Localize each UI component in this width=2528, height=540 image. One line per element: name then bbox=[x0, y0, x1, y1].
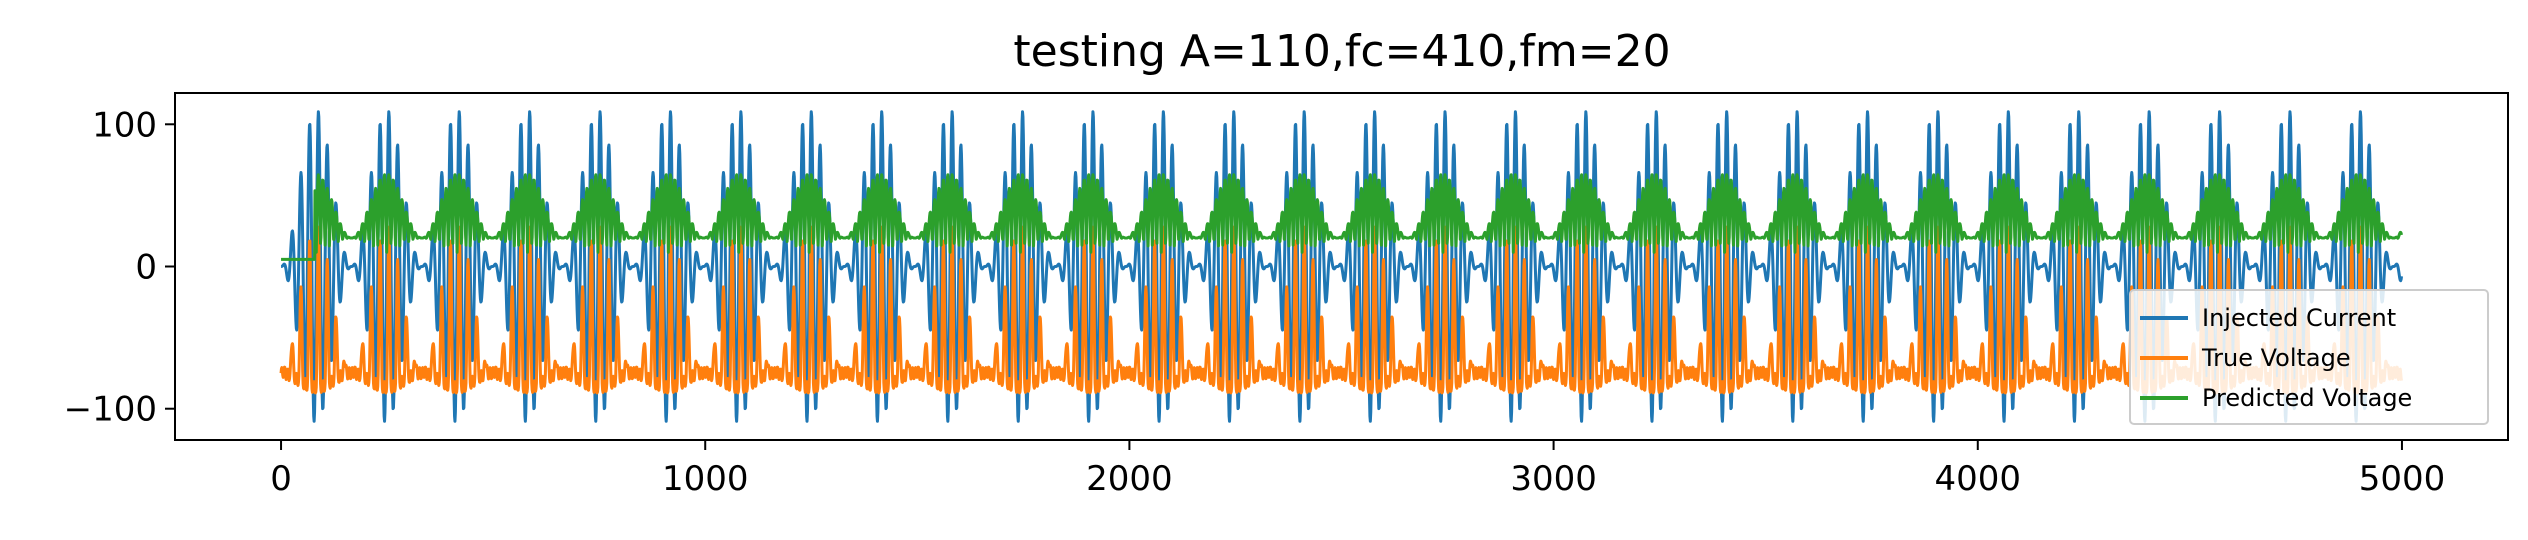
legend-label: Predicted Voltage bbox=[2202, 384, 2412, 412]
chart-title: testing A=110,fc=410,fm=20 bbox=[1013, 26, 1670, 77]
series-line-injected-current bbox=[279, 110, 2404, 423]
legend-label: True Voltage bbox=[2201, 344, 2351, 372]
x-tick-label: 4000 bbox=[1935, 459, 2022, 499]
x-tick-label: 0 bbox=[270, 459, 292, 499]
legend-box bbox=[2129, 289, 2489, 425]
x-tick-label: 2000 bbox=[1086, 459, 1173, 499]
x-tick-label: 3000 bbox=[1510, 459, 1597, 499]
y-tick-label: 0 bbox=[135, 248, 157, 288]
legend: Injected Current True Voltage Predicted Vo… bbox=[2129, 289, 2489, 425]
series-line-true-voltage bbox=[279, 225, 2404, 395]
x-tick-label: 1000 bbox=[662, 459, 749, 499]
y-tick-label: −100 bbox=[64, 390, 157, 430]
y-tick-label: 100 bbox=[92, 105, 157, 145]
series-line-predicted-voltage bbox=[279, 173, 2403, 261]
x-tick-label: 5000 bbox=[2359, 459, 2446, 499]
legend-label: Injected Current bbox=[2202, 304, 2396, 332]
series-layer bbox=[279, 110, 2404, 423]
